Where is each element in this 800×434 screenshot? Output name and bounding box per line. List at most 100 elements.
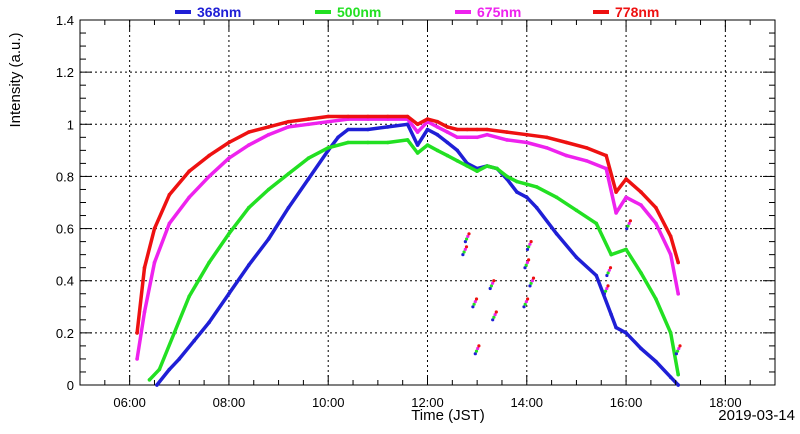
data-point <box>515 190 519 194</box>
data-point <box>609 312 613 317</box>
data-point <box>415 143 420 147</box>
data-point <box>554 195 559 200</box>
dip-point <box>605 273 609 278</box>
data-point <box>306 177 311 181</box>
dip-point <box>476 346 480 351</box>
dip-point <box>523 302 527 306</box>
dip-point <box>529 240 533 244</box>
data-point <box>187 169 191 173</box>
x-tick-label: 12:00 <box>411 395 444 410</box>
data-point <box>177 357 182 361</box>
data-point <box>326 114 331 119</box>
y-tick-label: 0 <box>67 378 74 393</box>
data-point <box>594 273 599 278</box>
y-tick-label: 0.6 <box>56 222 74 237</box>
axis-ticks: 06:00 08:00 10:00 12:00 14:00 16:00 18:00 0 0.2 0… <box>56 13 776 410</box>
data-point <box>366 127 370 132</box>
dip-point <box>602 292 607 296</box>
series-500nm <box>147 138 680 382</box>
data-point <box>668 331 673 335</box>
series-line <box>135 117 680 361</box>
dip-point <box>605 286 609 291</box>
data-point <box>326 146 331 150</box>
x-tick-label: 06:00 <box>113 395 146 410</box>
data-point <box>515 179 519 184</box>
series-368nm <box>155 122 680 387</box>
data-point <box>584 146 589 150</box>
dip-point <box>474 297 479 301</box>
data-point <box>142 265 147 270</box>
data-point <box>676 372 680 377</box>
data-point <box>266 187 271 192</box>
data-point <box>435 125 440 129</box>
data-point <box>386 140 390 145</box>
dip-point <box>491 281 495 285</box>
data-point <box>286 119 291 124</box>
data-point <box>505 174 509 179</box>
data-point <box>207 174 211 179</box>
data-point <box>435 148 440 153</box>
data-point <box>286 205 291 210</box>
data-point <box>455 127 460 132</box>
data-point <box>465 127 470 132</box>
data-point <box>147 378 152 382</box>
x-tick-label: 08:00 <box>213 395 246 410</box>
data-point <box>167 367 172 372</box>
dip-point <box>461 253 465 257</box>
dip-point <box>606 284 610 288</box>
data-point <box>346 127 350 132</box>
dip-point <box>474 349 479 353</box>
y-tick-label: 1.2 <box>56 65 74 80</box>
legend: 368nm 500nm 675nm 778nm <box>175 4 659 20</box>
data-point <box>639 190 643 194</box>
data-point <box>654 205 658 210</box>
data-point <box>455 159 460 163</box>
data-point <box>455 148 460 153</box>
data-point <box>485 164 489 168</box>
data-point <box>366 140 370 145</box>
data-point <box>172 331 177 335</box>
y-tick-label: 1 <box>67 117 74 132</box>
dip-point <box>604 289 608 293</box>
dip-point <box>524 263 528 267</box>
x-tick-label: 18:00 <box>709 395 742 410</box>
data-point <box>604 166 608 171</box>
legend-item-778nm: 778nm <box>593 4 659 20</box>
dip-point <box>489 284 493 288</box>
dip-point <box>473 300 477 304</box>
dip-point <box>493 313 497 317</box>
data-point <box>668 234 673 239</box>
data-point <box>405 114 410 119</box>
data-point <box>614 211 618 215</box>
y-tick-label: 1.4 <box>56 13 74 28</box>
data-series <box>135 114 682 387</box>
data-point <box>386 125 390 129</box>
data-point <box>346 140 350 145</box>
data-point <box>227 156 231 160</box>
data-point <box>346 114 350 119</box>
dip-point <box>492 315 496 319</box>
data-point <box>286 172 291 176</box>
dip-point <box>529 281 533 285</box>
dip-point <box>526 297 530 301</box>
data-point <box>266 132 271 137</box>
series-675nm <box>135 117 680 361</box>
dip-point <box>491 318 495 322</box>
legend-label: 778nm <box>615 4 659 20</box>
data-point <box>336 135 340 140</box>
data-point <box>435 119 440 124</box>
dip-point <box>463 247 467 251</box>
data-point <box>465 164 470 168</box>
data-point <box>415 122 420 127</box>
data-point <box>639 271 643 275</box>
date-label: 2019-03-14 <box>718 407 795 424</box>
data-point <box>425 127 430 132</box>
dip-point <box>525 260 530 265</box>
data-point <box>639 346 643 351</box>
legend-item-500nm: 500nm <box>315 4 381 20</box>
data-point <box>544 135 549 140</box>
data-point <box>624 177 628 181</box>
data-point <box>574 255 579 260</box>
data-point <box>594 221 599 226</box>
data-point <box>306 122 311 127</box>
